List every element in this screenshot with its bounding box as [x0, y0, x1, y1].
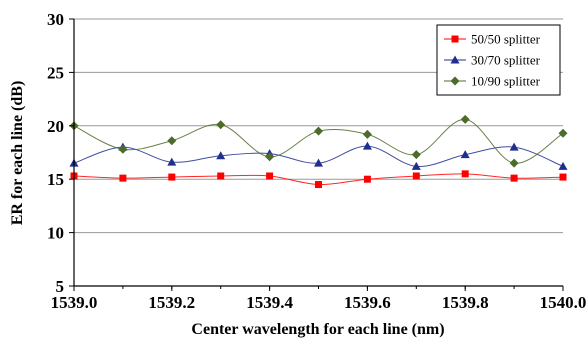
y-tick-label: 25: [47, 63, 64, 82]
legend-label: 50/50 splitter: [471, 32, 541, 47]
data-point-50-50: [217, 172, 225, 180]
data-point-30-70: [167, 157, 177, 166]
data-point-50-50: [363, 175, 371, 183]
x-tick-label: 1539.0: [51, 293, 98, 312]
data-point-10-90: [314, 126, 323, 136]
data-point-50-50: [266, 172, 274, 180]
data-point-10-90: [509, 158, 519, 168]
x-tick-label: 1539.2: [148, 293, 195, 312]
data-point-10-90: [265, 152, 275, 162]
data-point-10-90: [558, 128, 568, 138]
data-point-10-90: [362, 129, 372, 139]
data-point-50-50: [559, 173, 567, 181]
x-tick-label: 1539.4: [246, 293, 293, 312]
y-tick-label: 10: [47, 224, 64, 243]
series-30-70: [69, 141, 568, 170]
legend-label: 10/90 splitter: [471, 74, 541, 89]
y-tick-label: 15: [47, 170, 64, 189]
y-tick-label: 20: [47, 117, 64, 136]
data-point-50-50: [168, 173, 176, 181]
data-point-50-50: [412, 172, 420, 180]
legend: 50/50 splitter 30/70 splitter 10/90 splitt…: [436, 24, 561, 96]
x-axis-title: Center wavelength for each line (nm): [191, 321, 444, 338]
y-tick-label: 5: [56, 277, 65, 296]
data-point-30-70: [362, 141, 372, 150]
x-tick-label: 1539.6: [344, 293, 391, 312]
data-point-50-50: [119, 174, 127, 182]
data-point-30-70: [460, 150, 470, 159]
y-tick-label: 30: [47, 10, 64, 29]
legend-marker: [450, 55, 460, 64]
data-point-10-90: [460, 114, 470, 124]
data-point-30-70: [509, 142, 519, 151]
data-point-30-70: [558, 161, 568, 170]
legend-marker: [450, 76, 460, 86]
data-point-10-90: [216, 120, 226, 130]
tick-labels: 5 10 15 20 25 30 1539.0 1539.2 1539.4 1539.6 1539.…: [47, 10, 586, 312]
data-point-10-90: [411, 150, 421, 160]
data-point-50-50: [315, 181, 322, 189]
x-tick-label: 1539.8: [442, 293, 489, 312]
data-point-50-50: [461, 170, 469, 178]
legend-label: 30/70 splitter: [471, 53, 541, 68]
legend-marker: [451, 35, 459, 43]
x-tick-label: 1540.0: [540, 293, 587, 312]
data-point-10-90: [167, 136, 177, 146]
data-point-30-70: [314, 158, 323, 167]
data-point-10-90: [118, 144, 128, 154]
y-axis-title: ER for each line (dB): [9, 81, 26, 226]
data-point-30-70: [411, 161, 421, 170]
axes: [69, 18, 564, 291]
data-point-30-70: [216, 151, 226, 160]
data-point-50-50: [510, 174, 518, 182]
